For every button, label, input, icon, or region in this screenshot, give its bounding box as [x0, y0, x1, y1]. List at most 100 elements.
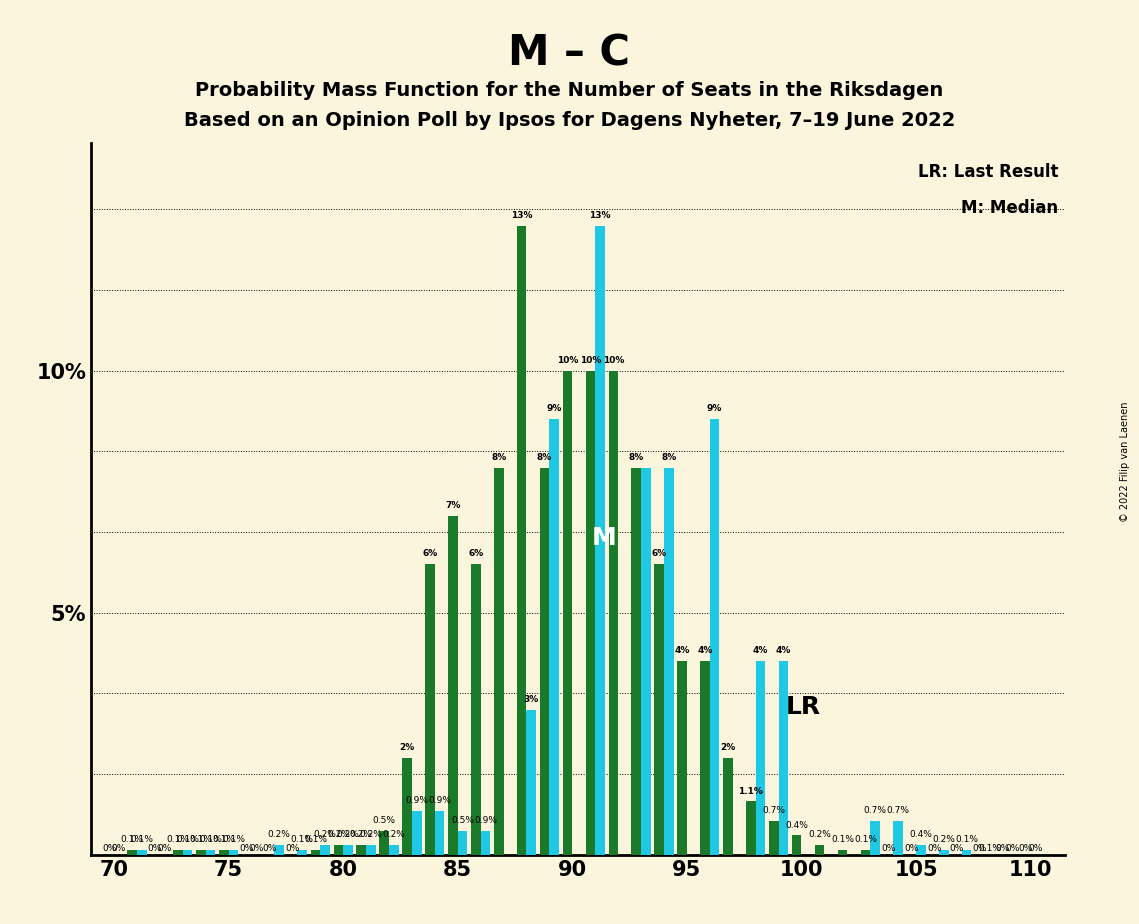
- Text: 6%: 6%: [468, 550, 483, 558]
- Bar: [526, 710, 536, 855]
- Text: 4%: 4%: [674, 646, 690, 655]
- Bar: [700, 661, 710, 855]
- Bar: [723, 758, 732, 855]
- Text: 0%: 0%: [112, 845, 126, 853]
- Text: 0.1%: 0.1%: [212, 835, 236, 844]
- Bar: [390, 845, 399, 855]
- Bar: [357, 845, 366, 855]
- Text: 0.2%: 0.2%: [383, 830, 405, 839]
- Text: 0.1%: 0.1%: [189, 835, 212, 844]
- Text: 0%: 0%: [157, 845, 172, 853]
- Text: 0.2%: 0.2%: [350, 830, 372, 839]
- Text: 0.7%: 0.7%: [863, 806, 886, 815]
- Text: 4%: 4%: [753, 646, 768, 655]
- Text: 0.7%: 0.7%: [886, 806, 909, 815]
- Bar: [481, 831, 490, 855]
- Bar: [678, 661, 687, 855]
- Text: 0%: 0%: [249, 845, 263, 853]
- Text: 0.2%: 0.2%: [327, 830, 350, 839]
- Bar: [137, 850, 147, 855]
- Text: Probability Mass Function for the Number of Seats in the Riksdagen: Probability Mass Function for the Number…: [196, 81, 943, 101]
- Bar: [664, 468, 673, 855]
- Text: 0.2%: 0.2%: [268, 830, 290, 839]
- Text: 0.9%: 0.9%: [474, 816, 497, 825]
- Text: 0%: 0%: [904, 845, 918, 853]
- Text: 0.1%: 0.1%: [956, 835, 978, 844]
- Bar: [710, 419, 720, 855]
- Bar: [274, 845, 284, 855]
- Text: 6%: 6%: [652, 550, 666, 558]
- Bar: [320, 845, 330, 855]
- Text: 0%: 0%: [1018, 845, 1033, 853]
- Text: 8%: 8%: [629, 453, 644, 462]
- Text: 10%: 10%: [603, 356, 624, 365]
- Text: 6%: 6%: [423, 550, 437, 558]
- Bar: [870, 821, 879, 855]
- Text: 0.2%: 0.2%: [313, 830, 336, 839]
- Text: 0.9%: 0.9%: [405, 796, 428, 806]
- Bar: [297, 850, 308, 855]
- Bar: [631, 468, 641, 855]
- Bar: [837, 850, 847, 855]
- Bar: [229, 850, 238, 855]
- Bar: [182, 850, 192, 855]
- Text: 0%: 0%: [995, 845, 1010, 853]
- Text: 0.1%: 0.1%: [854, 835, 877, 844]
- Bar: [128, 850, 137, 855]
- Text: 1.1%: 1.1%: [738, 786, 763, 796]
- Bar: [540, 468, 549, 855]
- Bar: [311, 850, 320, 855]
- Text: LR: Last Result: LR: Last Result: [918, 163, 1058, 180]
- Text: 0.2%: 0.2%: [808, 830, 831, 839]
- Text: Based on an Opinion Poll by Ipsos for Dagens Nyheter, 7–19 June 2022: Based on an Opinion Poll by Ipsos for Da…: [183, 111, 956, 130]
- Bar: [435, 811, 444, 855]
- Bar: [961, 850, 972, 855]
- Text: 0.5%: 0.5%: [451, 816, 474, 825]
- Bar: [549, 419, 559, 855]
- Text: M – C: M – C: [508, 32, 631, 74]
- Text: 10%: 10%: [557, 356, 579, 365]
- Bar: [769, 821, 779, 855]
- Text: 0.1%: 0.1%: [978, 845, 1001, 853]
- Bar: [814, 845, 825, 855]
- Text: © 2022 Filip van Laenen: © 2022 Filip van Laenen: [1121, 402, 1130, 522]
- Text: 2%: 2%: [720, 743, 736, 752]
- Bar: [861, 850, 870, 855]
- Bar: [893, 821, 903, 855]
- Text: 0%: 0%: [882, 845, 895, 853]
- Text: 0.1%: 0.1%: [290, 835, 313, 844]
- Text: 0.2%: 0.2%: [360, 830, 383, 839]
- Text: 13%: 13%: [511, 211, 532, 220]
- Text: 0.1%: 0.1%: [121, 835, 144, 844]
- Text: 0%: 0%: [1029, 845, 1042, 853]
- Text: 2%: 2%: [400, 743, 415, 752]
- Text: 0.4%: 0.4%: [909, 830, 933, 839]
- Text: 9%: 9%: [707, 405, 722, 413]
- Text: 0.1%: 0.1%: [177, 835, 199, 844]
- Text: 0.2%: 0.2%: [336, 830, 360, 839]
- Bar: [219, 850, 229, 855]
- Text: 0.1%: 0.1%: [304, 835, 327, 844]
- Text: 0.7%: 0.7%: [762, 806, 785, 815]
- Text: 8%: 8%: [661, 453, 677, 462]
- Bar: [448, 516, 458, 855]
- Bar: [334, 845, 343, 855]
- Bar: [196, 850, 206, 855]
- Bar: [173, 850, 182, 855]
- Text: 0.1%: 0.1%: [166, 835, 189, 844]
- Bar: [458, 831, 467, 855]
- Text: 0.1%: 0.1%: [130, 835, 154, 844]
- Text: 0%: 0%: [103, 845, 116, 853]
- Bar: [494, 468, 503, 855]
- Text: 0%: 0%: [262, 845, 277, 853]
- Text: 0.1%: 0.1%: [199, 835, 222, 844]
- Text: 0.1%: 0.1%: [222, 835, 245, 844]
- Text: 0.5%: 0.5%: [372, 816, 395, 825]
- Text: M: Median: M: Median: [961, 199, 1058, 217]
- Text: 0.2%: 0.2%: [933, 835, 956, 844]
- Text: 4%: 4%: [697, 646, 713, 655]
- Text: 10%: 10%: [580, 356, 601, 365]
- Text: LR: LR: [786, 695, 820, 719]
- Text: 0%: 0%: [239, 845, 254, 853]
- Bar: [755, 661, 765, 855]
